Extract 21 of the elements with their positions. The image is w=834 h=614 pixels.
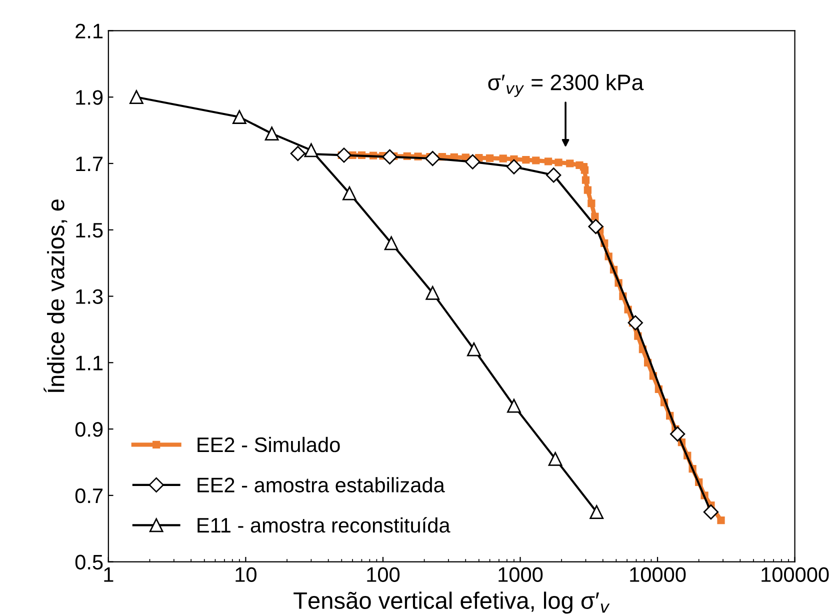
y-axis-title: Índice de vazios, e [44, 200, 68, 392]
x-axis-title: Tensão vertical efetiva, log σ′$_{v}$ [294, 592, 610, 614]
y-tick-label: 1.1 [76, 356, 103, 370]
x-tick-label: 10 [236, 567, 256, 582]
y-tick-label: 0.5 [75, 554, 103, 570]
y-tick-label: 1.3 [76, 289, 103, 304]
y-tick-label: 1.5 [76, 223, 103, 238]
y-tick-label: 2.1 [76, 24, 103, 38]
legend-label: E11 - amostra reconstituída [198, 517, 450, 533]
y-tick-label: 0.7 [75, 488, 103, 504]
x-tick-label: 10000 [630, 567, 686, 582]
y-tick-label: 1.9 [76, 90, 103, 105]
x-tick-label: 1 [104, 567, 114, 582]
y-tick-label: 1.7 [76, 156, 103, 172]
legend-label: EE2 - Simulado [198, 436, 340, 452]
x-tick-label: 100000 [762, 567, 829, 582]
x-tick-label: 100 [367, 567, 400, 582]
legend-label: EE2 - amostra estabilizada [198, 477, 445, 492]
x-tick-label: 1000 [498, 567, 543, 582]
y-tick-label: 0.9 [75, 422, 103, 437]
annotation: σ′$_{vy}$ = 2300 kPa [488, 74, 644, 97]
